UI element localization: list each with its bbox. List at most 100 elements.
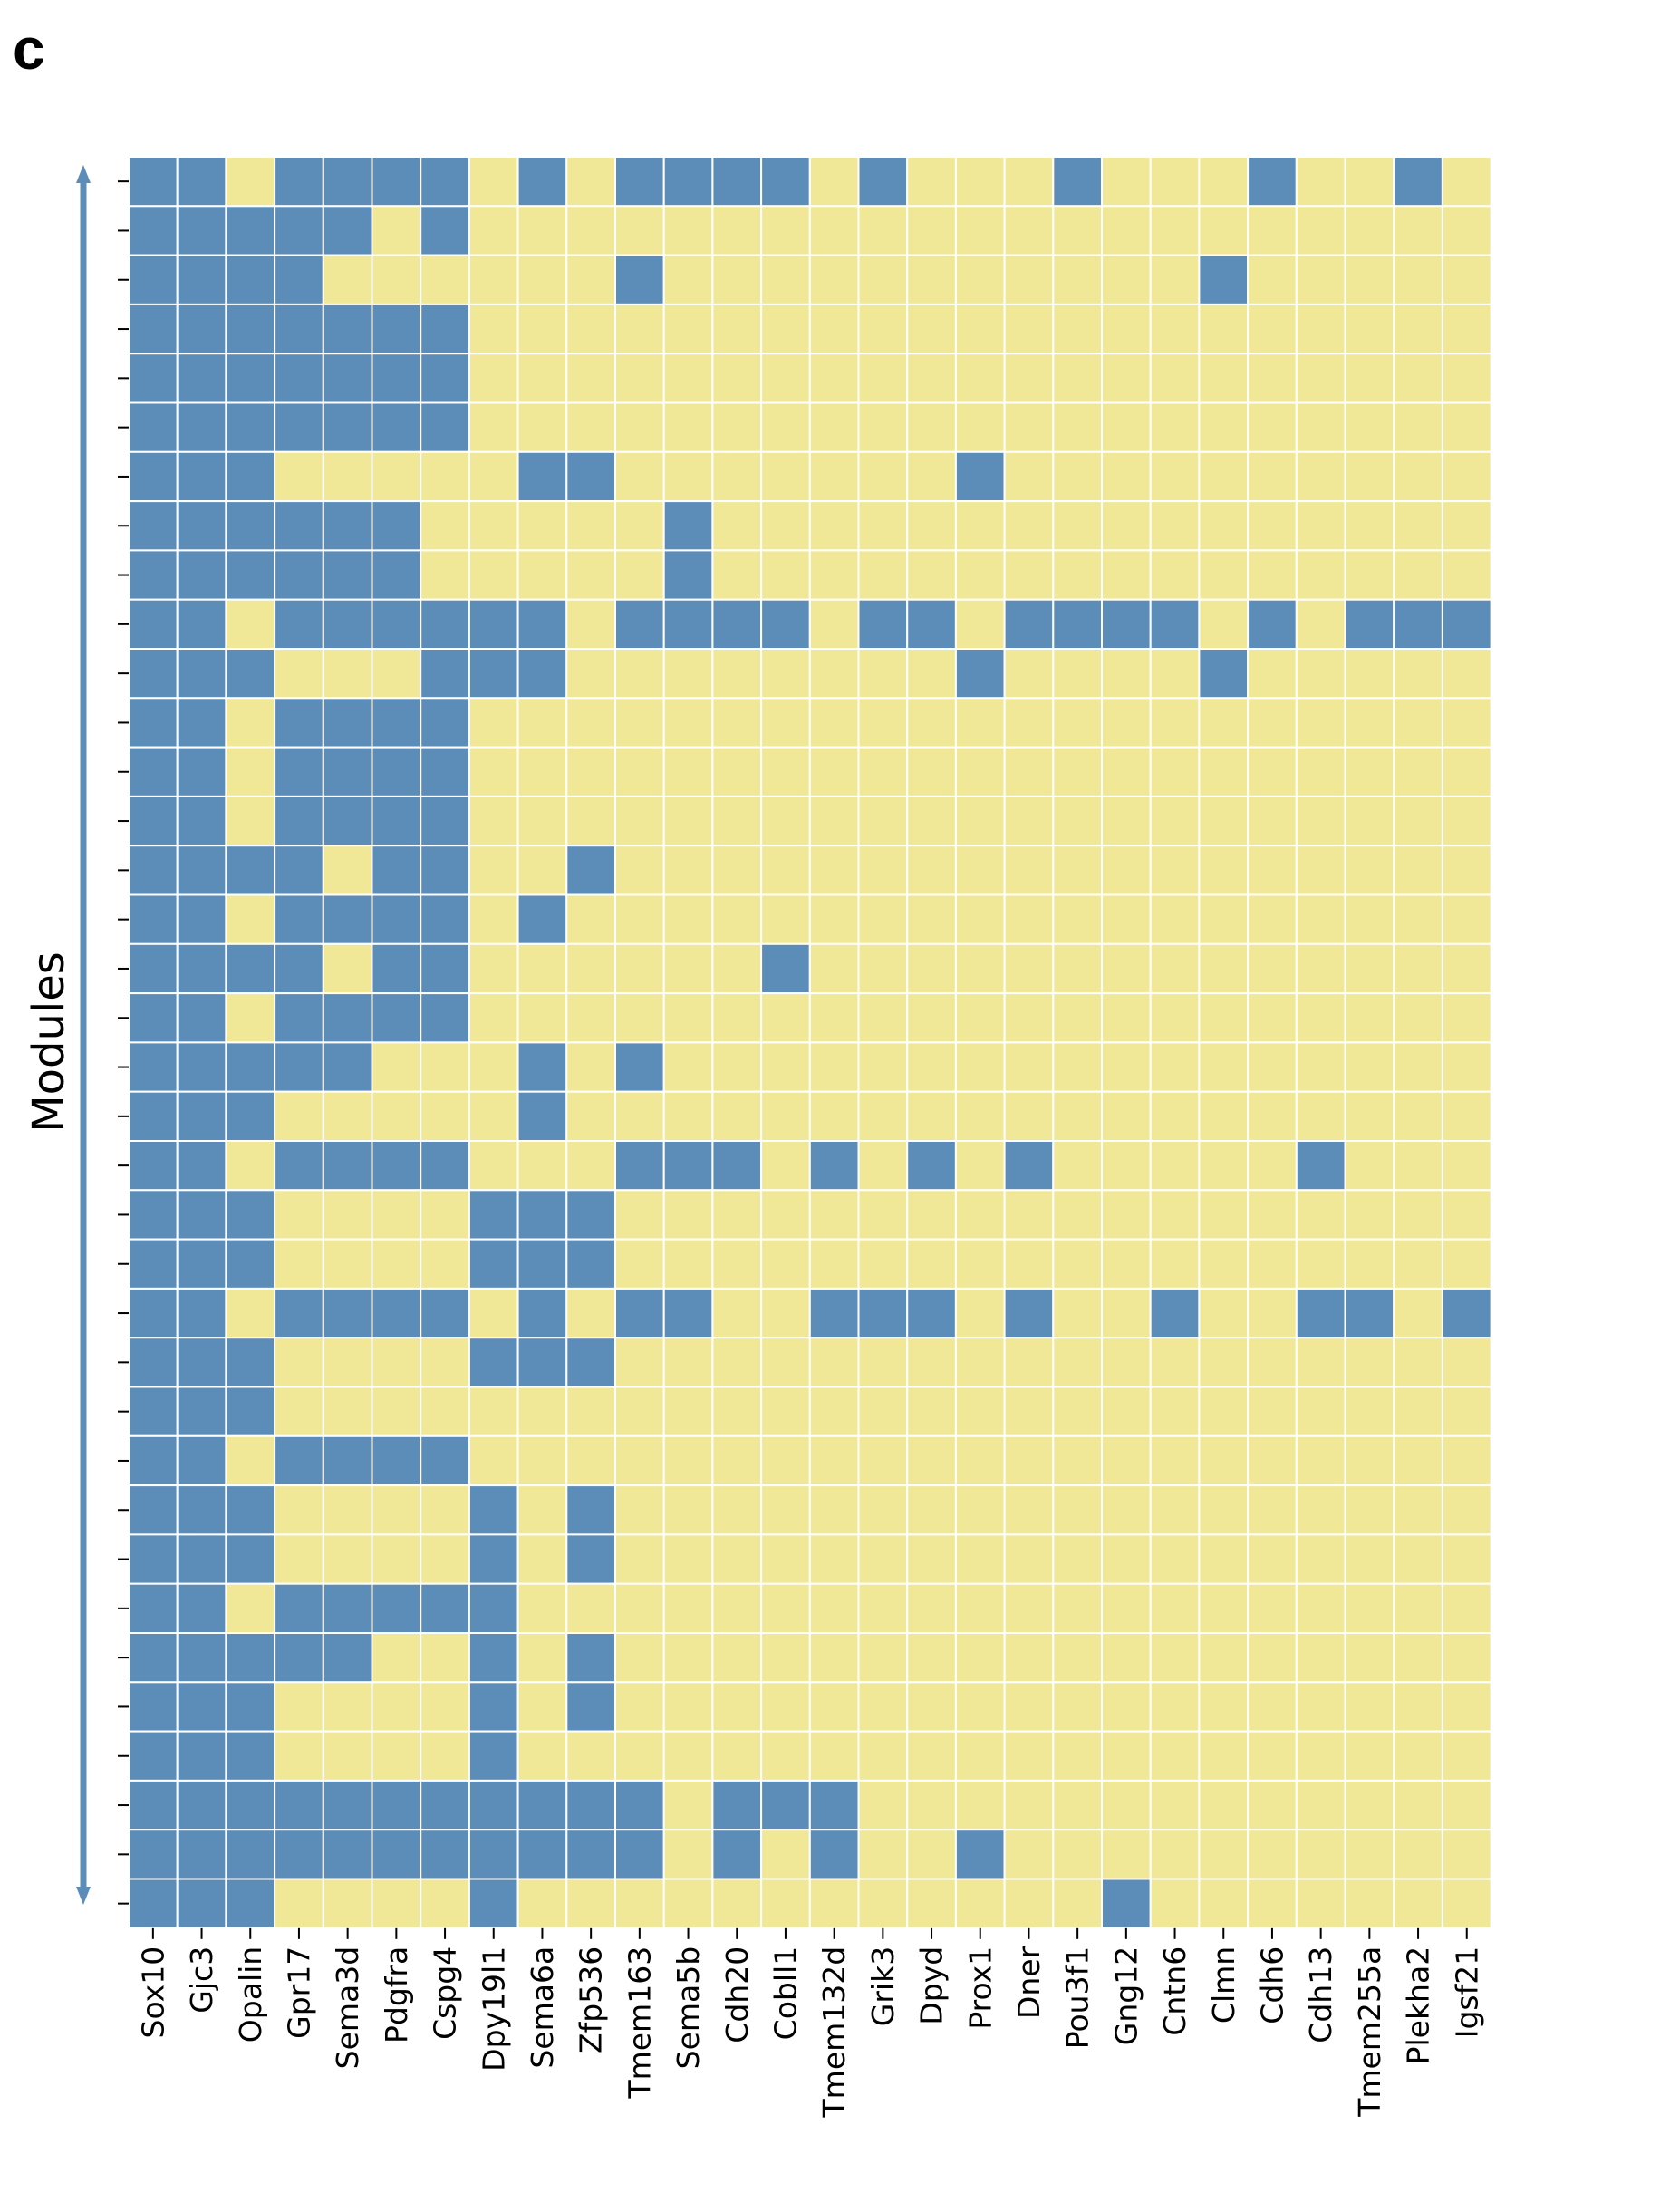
heatmap-cell [857,1779,909,1831]
heatmap-cell [1003,942,1055,995]
heatmap-cell [420,1434,470,1487]
heatmap-cell [128,205,179,256]
heatmap-cell [760,1140,811,1192]
heatmap-cell [906,156,957,208]
heatmap-cell [954,1484,1006,1536]
heatmap-cell [516,1681,568,1733]
heatmap-cell [274,1386,324,1437]
heatmap-cell [1003,746,1055,797]
heatmap-cell [711,1681,763,1733]
heatmap-cell [1101,1779,1152,1831]
heatmap-cell [1393,746,1443,797]
heatmap-cell [128,254,179,305]
heatmap-cell [468,648,519,700]
heatmap-cell [128,1090,179,1142]
heatmap-cell [1344,1041,1395,1093]
heatmap-cell [1295,1681,1346,1733]
heatmap-cell [614,992,665,1044]
heatmap-cell [1344,549,1395,601]
x-tick-label: Grik3 [865,1946,901,2026]
heatmap-cell [857,1041,909,1093]
heatmap-cell [1149,1484,1201,1536]
heatmap-cell [954,697,1006,749]
heatmap-cell [711,1533,763,1585]
heatmap-cell [420,845,470,896]
heatmap-cell [1101,303,1152,355]
heatmap-cell [1052,450,1104,503]
heatmap-cell [1441,1090,1492,1142]
heatmap-cell [711,1140,763,1192]
heatmap-cell [760,549,811,601]
heatmap-cell [1295,1632,1346,1684]
heatmap-cell [1441,992,1492,1044]
heatmap-cell [1149,1533,1201,1585]
heatmap-cell [371,500,422,552]
heatmap-cell [1198,1878,1250,1929]
heatmap-cell [760,1533,811,1585]
heatmap-cell [565,500,616,552]
heatmap-cell [565,450,616,503]
heatmap-cell [857,942,909,995]
heatmap-cell [1247,1041,1298,1093]
heatmap-cell [1101,1730,1152,1782]
heatmap-cell [857,1386,909,1437]
heatmap-cell [516,1434,568,1487]
heatmap-cell [516,1238,568,1290]
heatmap-cell [1198,500,1250,552]
heatmap-cell [468,697,519,749]
heatmap-cell [857,254,909,305]
heatmap-cell [274,697,324,749]
heatmap-cell [760,401,811,453]
heatmap-cell [662,205,714,256]
heatmap-cell [857,549,909,601]
heatmap-cell [1295,1779,1346,1831]
heatmap-cell [906,1730,957,1782]
heatmap-cell [1101,1434,1152,1487]
heatmap-cell [906,205,957,256]
heatmap-cell [614,1287,665,1339]
heatmap-cell [371,1582,422,1634]
heatmap-cell [662,1189,714,1241]
heatmap-cell [565,205,616,256]
heatmap-cell [808,1582,860,1634]
heatmap-cell [468,1189,519,1241]
heatmap-cell [225,401,276,453]
heatmap-cell [808,1632,860,1684]
heatmap-cell [274,1041,324,1093]
heatmap-cell [468,450,519,503]
heatmap-cell [1198,205,1250,256]
heatmap-cell [1003,549,1055,601]
heatmap-cell [614,1090,665,1142]
heatmap-cell [322,1533,373,1585]
x-tick-labels: Sox10 Gjc3 Opalin Gpr17 Sema3d Pdgfra Cspg4 Dpy… [135,1946,1484,2118]
x-tick-label: Tmem163 [622,1946,657,2100]
heatmap-cell [1149,500,1201,552]
heatmap-cell [274,1484,324,1536]
heatmap-cell [420,1386,470,1437]
heatmap-cell [711,648,763,700]
heatmap-cell [371,1484,422,1536]
heatmap-cell [128,1632,179,1684]
heatmap-cell [1149,697,1201,749]
heatmap-cell [1295,549,1346,601]
heatmap-cell [954,893,1006,945]
heatmap-cell [225,1041,276,1093]
heatmap-cell [176,303,227,355]
heatmap-cell [1003,1484,1055,1536]
heatmap-cell [371,254,422,305]
heatmap-cell [760,992,811,1044]
heatmap-cell [128,942,179,995]
heatmap-cell [128,303,179,355]
x-tick-label: Gng12 [1108,1946,1144,2045]
heatmap-cell [176,1189,227,1241]
heatmap-cell [1247,303,1298,355]
heatmap-cell [128,1434,179,1487]
heatmap-cell [371,1681,422,1733]
heatmap-cell [128,1337,179,1388]
heatmap-cell [1441,845,1492,896]
heatmap-cell [516,1533,568,1585]
heatmap-cell [565,353,616,404]
heatmap-cell [1003,992,1055,1044]
heatmap-cell [1344,156,1395,208]
x-tick-label: Cntn6 [1157,1946,1192,2036]
